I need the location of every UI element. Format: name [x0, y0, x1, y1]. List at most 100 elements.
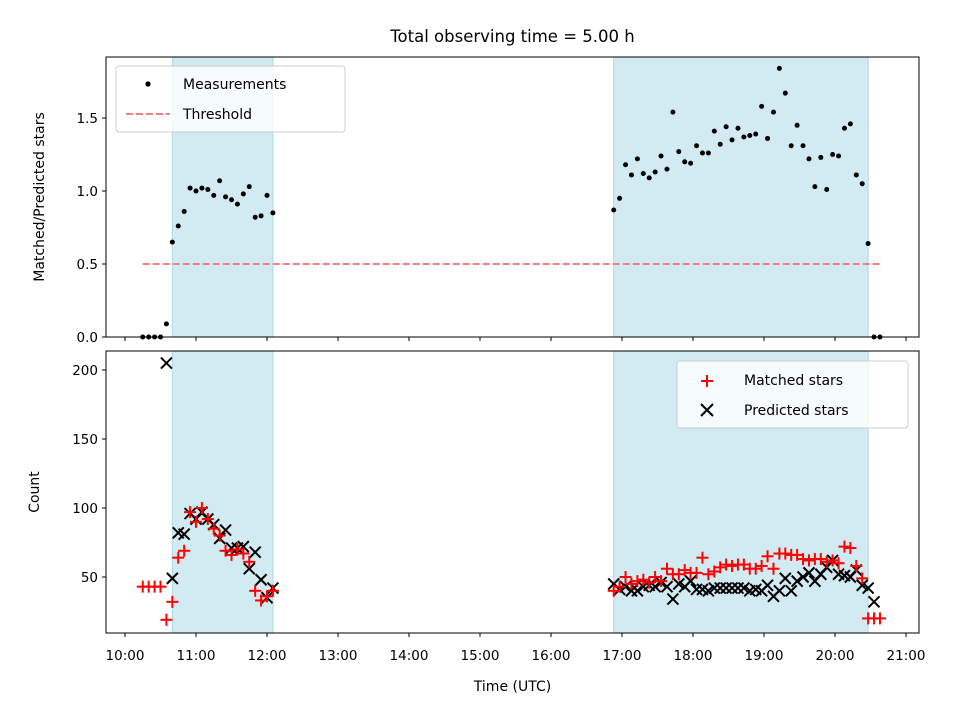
measurement-point	[611, 207, 617, 213]
matched-star-point	[838, 540, 851, 553]
predicted-marker-stroke	[737, 581, 751, 595]
matched-star-point	[714, 561, 727, 574]
ratio-y-axis: 0.0 0.5 1.0 1.5	[77, 111, 106, 346]
count-x-tick-label: 13:00	[319, 648, 358, 664]
matched-legend-label: Matched stars	[744, 373, 843, 389]
measurement-point	[623, 162, 629, 168]
measurement-point	[163, 321, 169, 327]
matched-star-point	[850, 559, 863, 572]
predicted-marker-stroke	[867, 595, 881, 609]
measurement-point	[859, 181, 865, 187]
ratio-axes-frame	[105, 56, 920, 338]
measurements-legend-label: Measurements	[183, 77, 286, 93]
matched-star-point	[266, 584, 279, 597]
measurement-point	[628, 172, 634, 178]
count-x-tick-label: 10:00	[106, 648, 145, 664]
matched-star-point	[631, 575, 644, 588]
measurement-point	[646, 175, 652, 181]
matched-star-point	[720, 558, 733, 571]
measurement-point	[670, 109, 676, 115]
measurement-point	[264, 192, 270, 198]
matched-star-point	[660, 562, 673, 575]
measurement-point	[682, 159, 688, 165]
matched-star-point	[702, 568, 715, 581]
measurement-point	[812, 184, 818, 190]
measurement-point	[217, 178, 223, 184]
matched-star-point	[625, 577, 638, 590]
predicted-marker-stroke	[625, 584, 638, 598]
measurement-point	[240, 191, 246, 197]
predicted-star-point	[714, 581, 727, 595]
predicted-star-point	[867, 595, 881, 609]
matched-star-point	[195, 502, 208, 514]
matched-star-point	[678, 564, 691, 577]
predicted-marker-stroke	[779, 572, 792, 585]
count-x-tick-label: 16:00	[532, 648, 571, 664]
predicted-star-point	[802, 566, 816, 580]
predicted-star-point	[248, 545, 262, 559]
ratio-panel: 0.0 0.5 1.0 1.5 Matched/Predicted stars Mea…	[32, 56, 920, 346]
matched-star-point	[178, 544, 191, 557]
predicted-star-point	[773, 584, 786, 598]
measurement-point	[211, 192, 217, 198]
predicted-marker-stroke	[607, 577, 620, 591]
measurements-legend-marker	[145, 81, 151, 87]
predicted-marker-stroke	[725, 581, 739, 595]
predicted-marker-stroke	[731, 581, 745, 595]
matched-star-point	[767, 562, 780, 575]
predicted-marker-stroke	[696, 583, 709, 596]
measurement-point	[270, 210, 276, 216]
measurement-point	[735, 125, 741, 131]
measurement-point	[847, 121, 853, 127]
ratio-x-ticks	[124, 337, 907, 341]
matched-star-point	[643, 576, 656, 589]
predicted-marker-stroke	[719, 581, 733, 595]
measurement-point	[776, 65, 782, 71]
predicted-star-point	[731, 581, 745, 595]
measurement-point	[841, 125, 847, 131]
predicted-marker-stroke	[714, 581, 727, 595]
predicted-marker-stroke	[666, 592, 680, 606]
matched-star-point	[225, 548, 238, 561]
measurement-point	[723, 124, 729, 130]
matched-star-point	[184, 506, 197, 519]
measurement-point	[753, 131, 759, 137]
ratio-legend-box	[115, 65, 346, 133]
predicted-marker-stroke	[160, 356, 173, 370]
measurement-point	[234, 201, 240, 207]
predicted-marker-stroke	[690, 583, 703, 596]
measurement-point	[175, 223, 181, 229]
measurement-point	[652, 169, 658, 175]
matched-star-point	[826, 554, 839, 567]
matched-star-point	[832, 557, 845, 570]
predicted-marker-stroke	[785, 584, 798, 598]
ratio-y-tick-label: 1.0	[77, 184, 98, 200]
count-y-tick-label: 200	[72, 363, 98, 379]
matched-star-point	[696, 551, 709, 564]
count-x-tick-label: 14:00	[390, 648, 429, 664]
predicted-marker-stroke	[219, 523, 232, 537]
predicted-star-point	[719, 581, 733, 595]
predicted-marker-stroke	[773, 584, 786, 598]
matched-star-point	[261, 590, 273, 603]
predicted-star-point	[243, 562, 256, 575]
matched-star-point	[690, 566, 703, 579]
matched-star-point	[613, 580, 626, 593]
measurement-point	[258, 213, 264, 219]
measurement-point	[252, 214, 258, 220]
matched-star-point	[820, 555, 833, 568]
measurement-point	[664, 166, 670, 172]
measurement-point	[688, 160, 694, 166]
measurement-point	[229, 197, 234, 203]
count-x-tick-label: 17:00	[603, 648, 642, 664]
matched-star-point	[243, 555, 256, 568]
matched-star-point	[873, 612, 886, 625]
predicted-star-point	[861, 581, 875, 595]
measurement-point	[617, 195, 623, 201]
matched-star-point	[190, 515, 202, 528]
count-panel: 50 100 150 200 10:00 11:00 12:00 13:00 14:00 15:…	[27, 350, 925, 695]
predicted-star-point	[625, 584, 638, 598]
matched-star-point	[802, 554, 815, 567]
predicted-marker-stroke	[684, 574, 697, 588]
predicted-legend-label: Predicted stars	[744, 403, 849, 419]
